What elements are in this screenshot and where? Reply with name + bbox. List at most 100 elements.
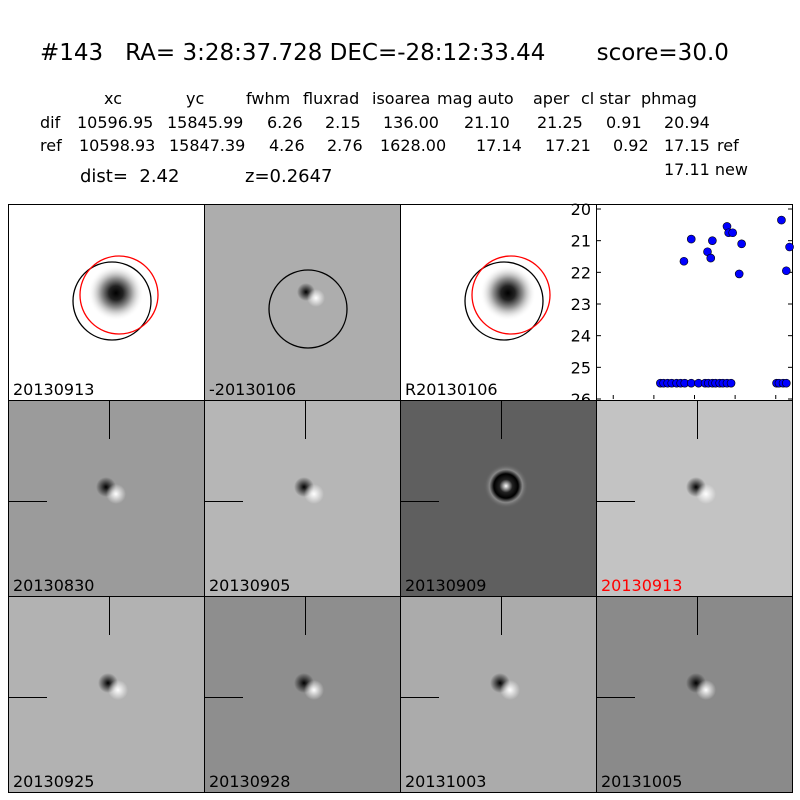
positive-lobe	[106, 484, 126, 504]
epoch-panel-2: 20130905	[204, 400, 401, 597]
dif-mag-auto: 21.10	[464, 113, 510, 132]
difference-image	[294, 673, 324, 700]
panel-date-label: 20130913	[13, 380, 95, 399]
panel-date-label: -20130106	[209, 380, 297, 399]
dif-phmag: 20.94	[664, 113, 710, 132]
top-panel-2: -20130106	[204, 204, 401, 401]
col-header-mag-auto: mag auto	[437, 89, 514, 108]
panel-date-label: 20130925	[13, 772, 95, 791]
crosshair-horizontal	[597, 501, 635, 502]
row-label-ref: ref	[40, 136, 62, 155]
lightcurve-plot-frame	[596, 204, 793, 401]
crosshair-vertical	[305, 597, 306, 635]
redshift: z=0.2647	[245, 166, 333, 187]
cutout-image	[464, 255, 551, 341]
distance: dist= 2.42	[80, 166, 180, 187]
aperture-circle	[464, 261, 544, 341]
crosshair-vertical	[501, 597, 502, 635]
candidate-id: #143	[40, 40, 104, 66]
panel-date-label: R20130106	[405, 380, 498, 399]
crosshair-horizontal	[205, 697, 243, 698]
ref-cl-star: 0.92	[613, 136, 649, 155]
reference-circle	[79, 255, 159, 335]
right-ascension: RA= 3:28:37.728	[125, 40, 323, 66]
epoch-panel-5: 20130925	[8, 596, 205, 793]
crosshair-vertical	[109, 597, 110, 635]
ref-fluxrad: 2.76	[327, 136, 363, 155]
epoch-panel-8: 20131005	[596, 596, 793, 793]
positive-lobe	[500, 680, 520, 700]
score: score=30.0	[596, 40, 729, 66]
aperture-circle	[72, 261, 152, 341]
positive-lobe	[108, 680, 128, 700]
positive-lobe	[307, 289, 325, 307]
dif-fwhm: 6.26	[267, 113, 303, 132]
epoch-panel-7: 20131003	[400, 596, 597, 793]
cutout-image	[268, 269, 348, 349]
top-panel-3: R20130106	[400, 204, 597, 401]
col-header-xc: xc	[104, 89, 122, 108]
crosshair-horizontal	[401, 697, 439, 698]
crosshair-vertical	[109, 401, 110, 439]
crosshair-horizontal	[9, 697, 47, 698]
positive-lobe	[696, 680, 716, 700]
col-header-aper: aper	[533, 89, 570, 108]
epoch-panel-4: 20130913	[596, 400, 793, 597]
dif-yc: 15845.99	[167, 113, 244, 132]
crosshair-horizontal	[597, 697, 635, 698]
positive-lobe	[304, 484, 324, 504]
ref-mag-auto: 17.14	[476, 136, 522, 155]
ref-xc: 10598.93	[79, 136, 156, 155]
difference-image	[98, 673, 128, 700]
dif-isoarea: 136.00	[383, 113, 439, 132]
ref-tag: ref	[717, 136, 739, 155]
reference-circle	[471, 255, 551, 335]
panel-date-label: 20130913	[601, 576, 683, 595]
panel-date-label: 20130830	[13, 576, 95, 595]
col-header-isoarea: isoarea	[372, 89, 431, 108]
crosshair-vertical	[501, 401, 502, 439]
source-ring	[484, 464, 528, 508]
ref-isoarea: 1628.00	[380, 136, 447, 155]
dif-aper: 21.25	[537, 113, 583, 132]
epoch-panel-1: 20130830	[8, 400, 205, 597]
difference-image	[484, 464, 528, 508]
panel-date-label: 20131003	[405, 772, 487, 791]
col-header-fwhm: fwhm	[246, 89, 291, 108]
dif-cl-star: 0.91	[606, 113, 642, 132]
difference-image	[96, 477, 126, 504]
source-blob	[480, 265, 536, 321]
positive-lobe	[304, 680, 324, 700]
crosshair-vertical	[697, 401, 698, 439]
crosshair-horizontal	[9, 501, 47, 502]
ref-phmag: 17.15	[664, 136, 710, 155]
difference-image	[490, 673, 520, 700]
col-header-phmag: phmag	[641, 89, 697, 108]
top-panel-1: 20130913	[8, 204, 205, 401]
candidate-title: #143 RA= 3:28:37.728 DEC=-28:12:33.44 sc…	[40, 40, 729, 66]
dif-fluxrad: 2.15	[325, 113, 361, 132]
new-magnitude: 17.11 new	[664, 160, 748, 179]
difference-image	[294, 477, 324, 504]
crosshair-vertical	[697, 597, 698, 635]
panel-date-label: 20130928	[209, 772, 291, 791]
difference-image	[686, 673, 716, 700]
col-header-fluxrad: fluxrad	[303, 89, 360, 108]
epoch-panel-3: 20130909	[400, 400, 597, 597]
crosshair-horizontal	[401, 501, 439, 502]
ref-aper: 17.21	[545, 136, 591, 155]
ref-fwhm: 4.26	[269, 136, 305, 155]
panel-date-label: 20130905	[209, 576, 291, 595]
positive-lobe	[696, 484, 716, 504]
source-blob	[88, 265, 144, 321]
ref-yc: 15847.39	[169, 136, 246, 155]
difference-image	[686, 477, 716, 504]
crosshair-vertical	[305, 401, 306, 439]
col-header-yc: yc	[186, 89, 205, 108]
col-header-cl-star: cl star	[581, 89, 631, 108]
panel-date-label: 20131005	[601, 772, 683, 791]
epoch-panel-6: 20130928	[204, 596, 401, 793]
crosshair-horizontal	[205, 501, 243, 502]
panel-date-label: 20130909	[405, 576, 487, 595]
dif-xc: 10596.95	[77, 113, 154, 132]
